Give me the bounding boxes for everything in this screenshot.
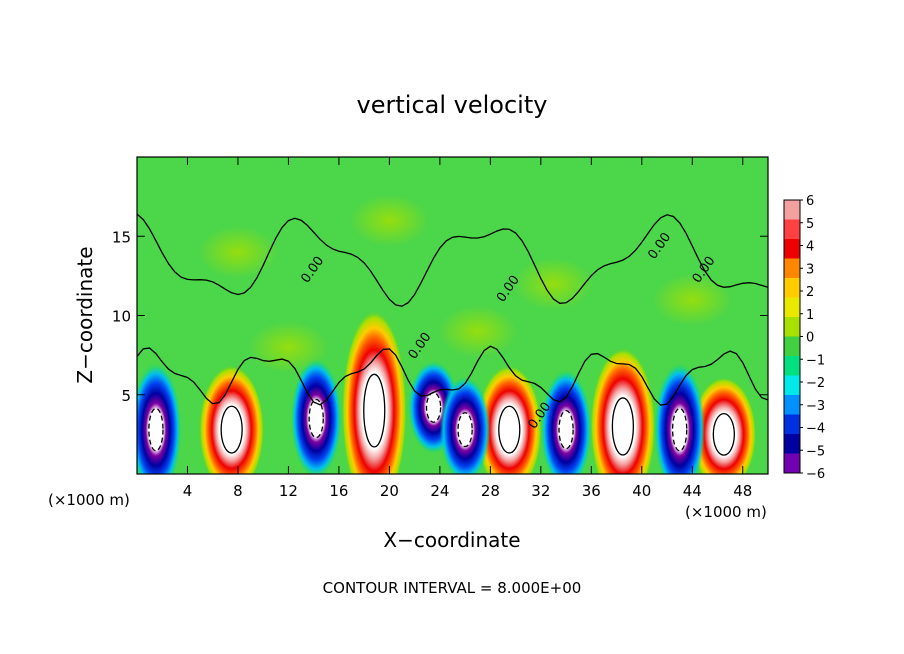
updraft-contour — [611, 397, 635, 456]
colorbar-swatch — [784, 200, 800, 220]
y-axis-ticks: 5 10 15 — [112, 228, 768, 405]
field-patch — [197, 226, 278, 279]
x-tick-label: 24 — [430, 482, 449, 500]
colorbar-swatch — [784, 336, 800, 356]
x-tick-label: 48 — [733, 482, 752, 500]
x-tick-label: 28 — [481, 482, 500, 500]
colorbar-swatch — [784, 258, 800, 278]
colorbar-swatch — [784, 453, 800, 473]
plot-area: 0.000.000.000.000.000.00 — [137, 157, 768, 474]
y-axis-label: Z−coordinate — [73, 246, 97, 383]
chart-title: vertical velocity — [357, 91, 548, 119]
colorbar-label: −1 — [806, 353, 825, 368]
updraft-cell — [476, 364, 543, 474]
colorbar-swatch — [784, 239, 800, 259]
colorbar-label: −2 — [806, 376, 825, 391]
updraft-cell — [691, 376, 757, 474]
colorbar-swatch — [784, 219, 800, 239]
colorbar-swatch — [784, 297, 800, 317]
downdraft-cell — [439, 376, 491, 474]
colorbar-swatch — [784, 356, 800, 376]
colorbar-label: −5 — [806, 444, 825, 459]
colorbar-swatch — [784, 414, 800, 434]
updraft-contour — [712, 412, 735, 456]
x-unit-left: (×1000 m) — [48, 491, 130, 509]
updraft-contour — [498, 405, 521, 454]
convective-cells — [137, 309, 757, 474]
x-tick-label: 36 — [582, 482, 601, 500]
field-patch — [248, 321, 329, 374]
downdraft-contour — [457, 412, 473, 448]
colorbar-swatch — [784, 317, 800, 337]
downdraft-contour — [148, 407, 164, 452]
downdraft-cell — [137, 363, 182, 474]
colorbar-label: −3 — [806, 399, 825, 414]
x-axis-label: X−coordinate — [383, 528, 520, 552]
colorbar-label: 1 — [806, 308, 814, 323]
colorbar-swatch — [784, 375, 800, 395]
downdraft-contour — [308, 398, 324, 439]
x-tick-label: 8 — [233, 482, 243, 500]
y-tick-label: 10 — [112, 308, 131, 326]
updraft-cell — [198, 364, 265, 474]
colorbar-label: 0 — [806, 331, 814, 346]
downdraft-cell — [290, 359, 342, 474]
x-tick-label: 4 — [183, 482, 193, 500]
colorbar-label: 2 — [806, 285, 814, 300]
field-texture — [197, 194, 733, 374]
y-tick-label: 5 — [121, 387, 131, 405]
field-patch — [652, 273, 733, 326]
colorbar-label: 5 — [806, 217, 814, 232]
colorbar-swatch — [784, 278, 800, 298]
x-unit-right: (×1000 m) — [685, 503, 767, 521]
colorbar-label: 4 — [806, 240, 814, 255]
x-tick-label: 44 — [683, 482, 702, 500]
downdraft-cell — [654, 363, 705, 474]
downdraft-cell — [540, 370, 592, 474]
colorbar-label: 6 — [806, 194, 814, 209]
downdraft-contour — [558, 409, 574, 450]
contour-interval-note: CONTOUR INTERVAL = 8.000E+00 — [323, 579, 582, 597]
field-patch — [513, 257, 594, 310]
y-tick-label: 15 — [112, 228, 131, 246]
x-tick-label: 20 — [380, 482, 399, 500]
updraft-cell — [590, 347, 656, 474]
zero-contour — [137, 345, 768, 406]
colorbar-swatch — [784, 395, 800, 415]
x-tick-label: 12 — [279, 482, 298, 500]
colorbar-swatch — [784, 434, 800, 454]
zero-contour — [137, 213, 768, 307]
updraft-contour — [363, 373, 386, 448]
x-tick-label: 40 — [632, 482, 651, 500]
x-tick-label: 32 — [531, 482, 550, 500]
x-tick-label: 16 — [329, 482, 348, 500]
colorbar-label: −6 — [806, 467, 825, 482]
downdraft-contour — [671, 407, 688, 452]
colorbar-label: −4 — [806, 422, 825, 437]
x-axis-ticks: 4 8 12 16 20 24 28 32 36 40 44 48 — [183, 157, 752, 500]
field-patch — [437, 305, 518, 358]
colorbar-label: 3 — [806, 262, 814, 277]
colorbar: 6 5 4 3 2 1 0 −1 −2 −3 −4 −5 −6 — [783, 194, 825, 482]
updraft-contour — [220, 405, 243, 454]
field-patch — [349, 194, 430, 247]
